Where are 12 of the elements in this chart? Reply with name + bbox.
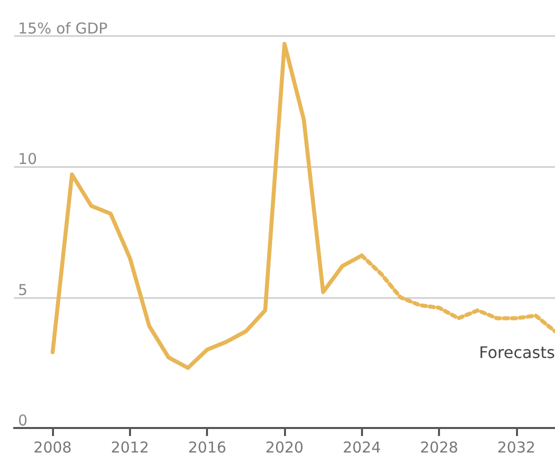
y-tick-label: 5: [18, 280, 28, 299]
x-tick-label: 2020: [265, 438, 304, 456]
series-label: Forecasts: [478, 342, 555, 362]
y-tick-label: 15% of GDP: [18, 20, 108, 38]
x-tick-label: 2032: [497, 438, 536, 456]
y-tick-label: 0: [18, 412, 28, 430]
y-tick-label: 10: [18, 150, 38, 168]
x-tick-label: 2024: [342, 438, 381, 456]
x-tick-label: 2028: [420, 438, 458, 456]
x-tick-label: 2008: [34, 438, 72, 456]
x-tick-label: 2016: [188, 438, 226, 456]
x-tick-label: 2012: [110, 438, 150, 456]
